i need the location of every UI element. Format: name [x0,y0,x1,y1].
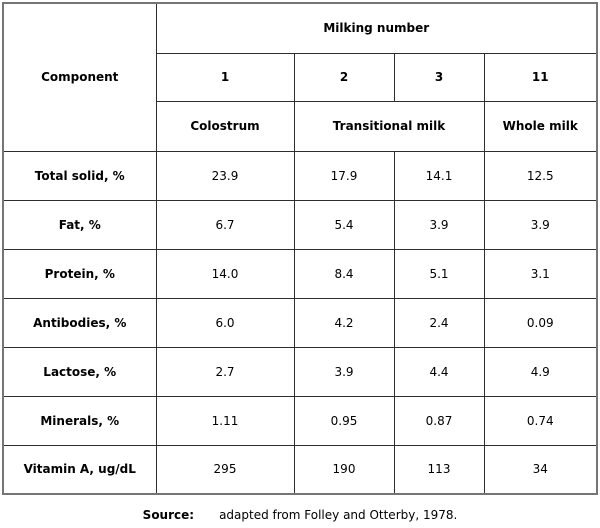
table-row-vitamin-a: Vitamin A, ug/dL 295 190 113 34 [2,444,598,495]
table-row-minerals: Minerals, % 1.11 0.95 0.87 0.74 [2,395,598,446]
source-text: adapted from Folley and Otterby, 1978. [219,508,458,522]
cell-value: 0.95 [293,395,395,446]
cell-value: 8.4 [293,248,395,299]
source-label: Source: [142,508,195,522]
table-row-total-solid: Total solid, % 23.9 17.9 14.1 12.5 [2,150,598,201]
milk-composition-table: Component Milking number 1 2 3 11 Colost… [2,2,598,495]
milk-type-whole-cell: Whole milk [483,100,598,152]
cell-value: 4.4 [393,346,485,397]
cell-value: 1.11 [155,395,295,446]
cell-value: 14.1 [393,150,485,201]
cell-value: 5.4 [293,199,395,250]
cell-value: 3.9 [393,199,485,250]
milking-number-3-cell: 3 [393,52,485,102]
row-label: Total solid, % [2,150,157,201]
source-line: Source: adapted from Folley and Otterby,… [0,508,600,522]
cell-value: 2.4 [393,297,485,348]
table-row-lactose: Lactose, % 2.7 3.9 4.4 4.9 [2,346,598,397]
cell-value: 190 [293,444,395,495]
header-row-milking-numbers: 1 2 3 11 [3,52,598,102]
milking-number-11-cell: 11 [483,52,598,102]
row-label: Lactose, % [2,346,157,397]
milking-number-header-cell: Milking number [155,2,598,54]
milk-type-colostrum-cell: Colostrum [155,100,295,152]
cell-value: 6.0 [155,297,295,348]
header-row-group: Component Milking number [2,2,598,152]
cell-value: 295 [155,444,295,495]
component-header-cell: Component [2,2,157,152]
row-label: Protein, % [2,248,157,299]
cell-value: 113 [393,444,485,495]
cell-value: 12.5 [483,150,598,201]
cell-value: 4.9 [483,346,598,397]
cell-value: 0.09 [483,297,598,348]
cell-value: 3.9 [293,346,395,397]
milking-number-2-cell: 2 [293,52,395,102]
cell-value: 2.7 [155,346,295,397]
table-row-protein: Protein, % 14.0 8.4 5.1 3.1 [2,248,598,299]
cell-value: 0.74 [483,395,598,446]
cell-value: 3.1 [483,248,598,299]
header-row-milk-types: Colostrum Transitional milk Whole milk [3,100,598,152]
cell-value: 14.0 [155,248,295,299]
cell-value: 17.9 [293,150,395,201]
row-label: Vitamin A, ug/dL [2,444,157,495]
cell-value: 3.9 [483,199,598,250]
milk-type-transitional-cell: Transitional milk [293,100,485,152]
table-row-antibodies: Antibodies, % 6.0 4.2 2.4 0.09 [2,297,598,348]
table-row-fat: Fat, % 6.7 5.4 3.9 3.9 [2,199,598,250]
cell-value: 6.7 [155,199,295,250]
cell-value: 4.2 [293,297,395,348]
row-label: Minerals, % [2,395,157,446]
cell-value: 23.9 [155,150,295,201]
cell-value: 5.1 [393,248,485,299]
cell-value: 0.87 [393,395,485,446]
row-label: Fat, % [2,199,157,250]
milking-number-1-cell: 1 [155,52,295,102]
row-label: Antibodies, % [2,297,157,348]
cell-value: 34 [483,444,598,495]
